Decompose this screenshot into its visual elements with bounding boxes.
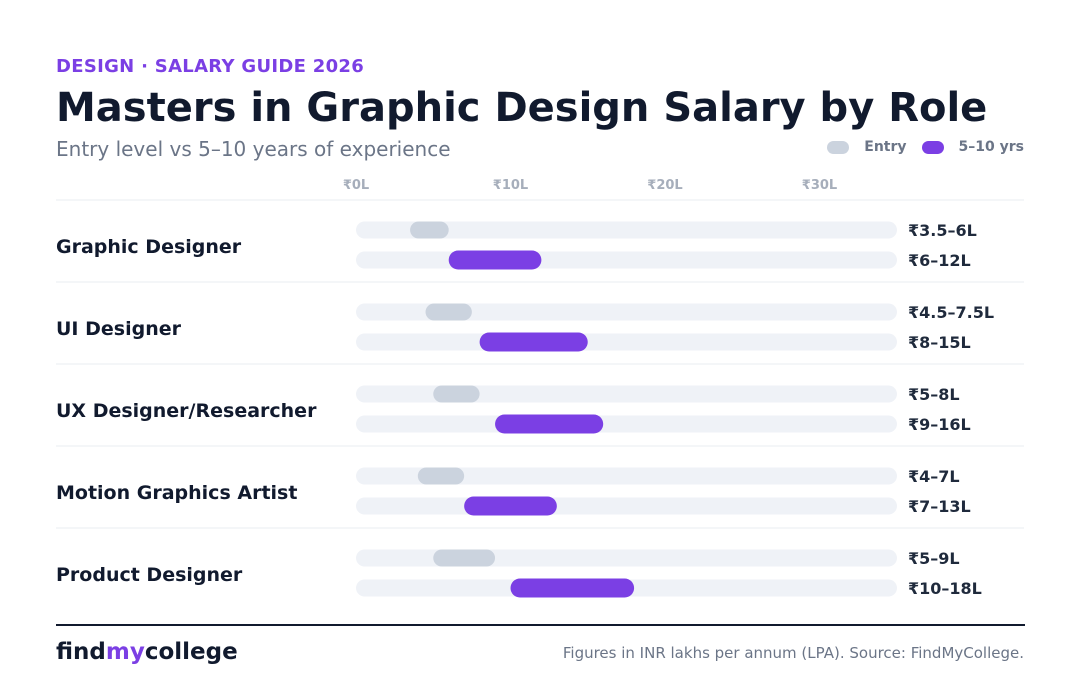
- legend-item-entry: Entry: [827, 139, 907, 155]
- source-note: Figures in INR lakhs per annum (LPA). So…: [562, 644, 1024, 662]
- bar-track: [356, 303, 897, 321]
- bar-track: [356, 467, 897, 485]
- bar-track: [356, 385, 897, 403]
- bar-senior: [479, 332, 588, 352]
- brand-text-my: my: [105, 639, 145, 665]
- x-tick-label: ₹30L: [802, 178, 837, 193]
- legend-label-entry: Entry: [864, 139, 907, 155]
- chart-title: Masters in Graphic Design Salary by Role: [56, 85, 988, 131]
- value-label-senior: ₹6–12L: [908, 251, 971, 270]
- bar-entry: [410, 221, 449, 239]
- role-label: Motion Graphics Artist: [56, 482, 297, 504]
- bar-senior: [448, 250, 542, 270]
- salary-range-chart: ₹0L ₹10L ₹20L ₹30L Graphic Designer ₹3.5–6L ₹6…: [56, 178, 1024, 598]
- bar-track: [356, 251, 897, 269]
- value-label-senior: ₹8–15L: [908, 333, 971, 352]
- bar-senior: [510, 578, 635, 598]
- value-label-senior: ₹7–13L: [908, 497, 971, 516]
- role-label: UI Designer: [56, 318, 182, 340]
- bar-track: [356, 221, 897, 239]
- value-label-entry: ₹4–7L: [908, 467, 960, 486]
- role-label: Graphic Designer: [56, 236, 242, 258]
- value-label-senior: ₹10–18L: [908, 579, 982, 598]
- brand-logo: findmycollege: [56, 639, 238, 665]
- role-label: UX Designer/Researcher: [56, 400, 317, 422]
- chart-subtitle: Entry level vs 5–10 years of experience: [56, 137, 451, 161]
- bar-entry: [417, 467, 465, 485]
- value-label-entry: ₹5–9L: [908, 549, 960, 568]
- value-label-entry: ₹5–8L: [908, 385, 960, 404]
- footer-divider: [56, 624, 1025, 626]
- bar-track: [356, 497, 897, 515]
- x-tick-label: ₹0L: [343, 178, 369, 193]
- value-label-entry: ₹4.5–7.5L: [908, 303, 994, 322]
- bar-senior: [495, 414, 604, 434]
- eyebrow-label: DESIGN · SALARY GUIDE 2026: [56, 56, 365, 77]
- bar-senior: [464, 496, 557, 516]
- bar-track: [356, 415, 897, 433]
- role-label: Product Designer: [56, 564, 243, 586]
- legend-swatch-senior: [921, 140, 944, 154]
- legend-item-senior: 5–10 yrs: [921, 139, 1024, 155]
- bar-entry: [425, 303, 472, 321]
- legend-swatch-entry: [827, 140, 850, 154]
- legend: Entry 5–10 yrs: [827, 139, 1024, 155]
- value-label-senior: ₹9–16L: [908, 415, 971, 434]
- legend-label-senior: 5–10 yrs: [958, 139, 1024, 155]
- value-label-entry: ₹3.5–6L: [908, 221, 977, 240]
- bar-track: [356, 333, 897, 351]
- brand-text-college: college: [144, 639, 238, 665]
- x-tick-label: ₹20L: [647, 178, 682, 193]
- bar-entry: [433, 549, 496, 567]
- x-tick-label: ₹10L: [493, 178, 528, 193]
- brand-text-find: find: [56, 639, 106, 665]
- bar-entry: [433, 385, 480, 403]
